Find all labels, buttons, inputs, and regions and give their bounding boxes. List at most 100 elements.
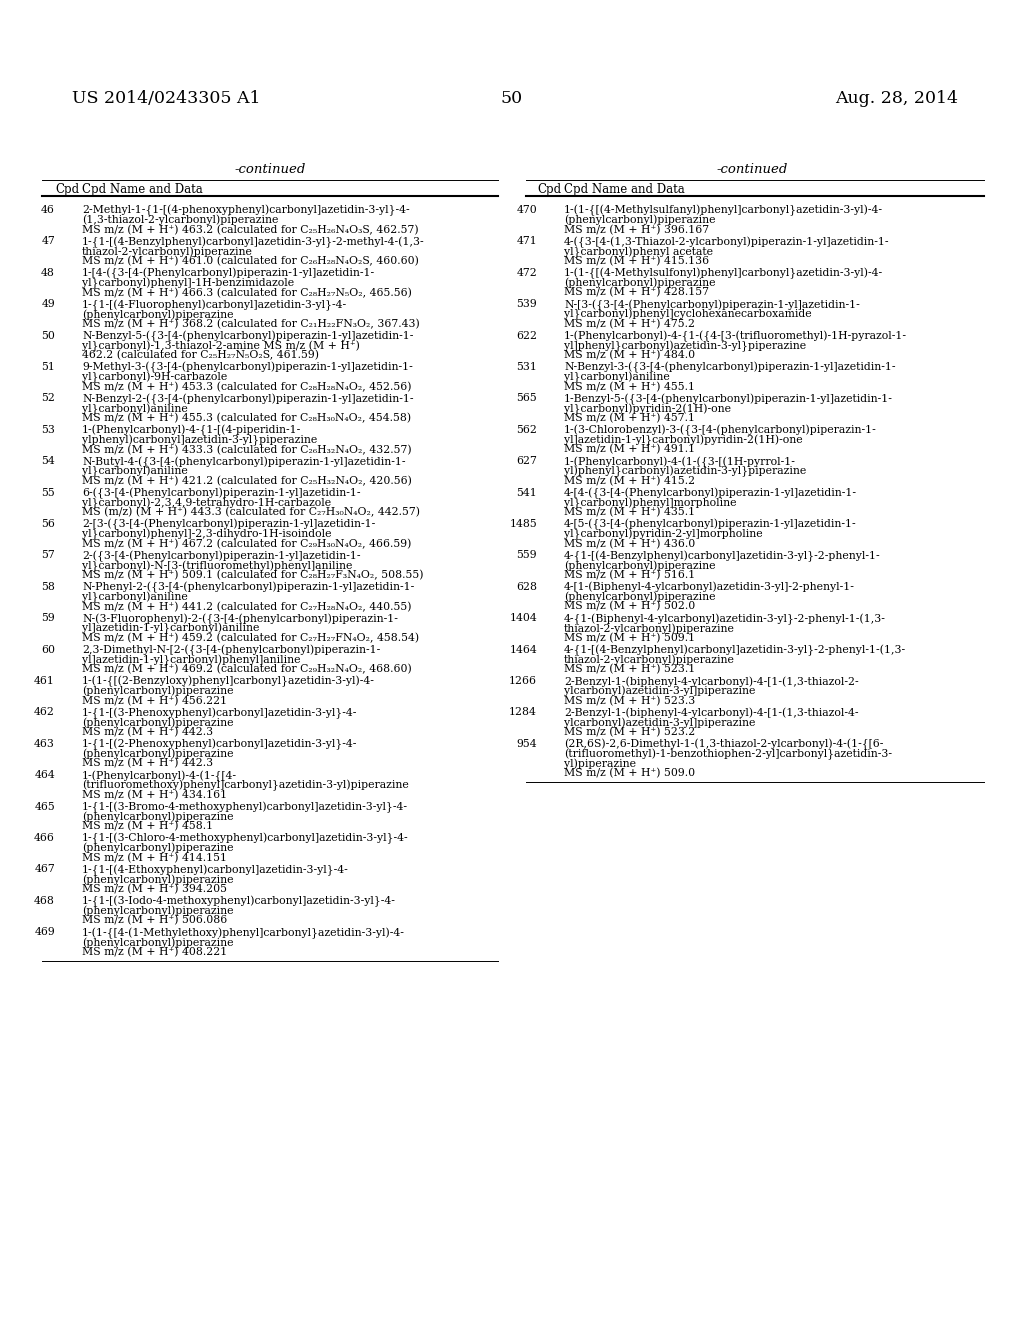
Text: (phenylcarbonyl)piperazine: (phenylcarbonyl)piperazine <box>564 215 716 226</box>
Text: 468: 468 <box>34 896 55 906</box>
Text: N-(3-Fluorophenyl)-2-({3-[4-(phenylcarbonyl)piperazin-1-: N-(3-Fluorophenyl)-2-({3-[4-(phenylcarbo… <box>82 614 398 624</box>
Text: 57: 57 <box>41 550 55 561</box>
Text: 4-[1-(Biphenyl-4-ylcarbonyl)azetidin-3-yl]-2-phenyl-1-: 4-[1-(Biphenyl-4-ylcarbonyl)azetidin-3-y… <box>564 582 855 593</box>
Text: 465: 465 <box>34 801 55 812</box>
Text: MS m/z (M + H⁺) 469.2 (calculated for C₂₉H₃₂N₄O₂, 468.60): MS m/z (M + H⁺) 469.2 (calculated for C₂… <box>82 664 412 675</box>
Text: 1-(Phenylcarbonyl)-4-(1-({3-[(1H-pyrrol-1-: 1-(Phenylcarbonyl)-4-(1-({3-[(1H-pyrrol-… <box>564 457 796 467</box>
Text: 622: 622 <box>516 330 537 341</box>
Text: MS m/z (M + H⁺) 436.0: MS m/z (M + H⁺) 436.0 <box>564 539 695 549</box>
Text: 627: 627 <box>516 457 537 466</box>
Text: MS m/z (M + H⁺) 509.1: MS m/z (M + H⁺) 509.1 <box>564 632 695 643</box>
Text: N-Benzyl-5-({3-[4-(phenylcarbonyl)piperazin-1-yl]azetidin-1-: N-Benzyl-5-({3-[4-(phenylcarbonyl)pipera… <box>82 330 414 342</box>
Text: MS m/z (M + H⁺) 467.2 (calculated for C₂₉H₃₀N₄O₂, 466.59): MS m/z (M + H⁺) 467.2 (calculated for C₂… <box>82 539 412 549</box>
Text: 4-[5-({3-[4-(phenylcarbonyl)piperazin-1-yl]azetidin-1-: 4-[5-({3-[4-(phenylcarbonyl)piperazin-1-… <box>564 519 857 531</box>
Text: (1,3-thiazol-2-ylcarbonyl)piperazine: (1,3-thiazol-2-ylcarbonyl)piperazine <box>82 215 279 226</box>
Text: yl}carbonyl)aniline: yl}carbonyl)aniline <box>564 372 670 383</box>
Text: 56: 56 <box>41 519 55 529</box>
Text: 2-Benzyl-1-(biphenyl-4-ylcarbonyl)-4-[1-(1,3-thiazol-4-: 2-Benzyl-1-(biphenyl-4-ylcarbonyl)-4-[1-… <box>564 708 858 718</box>
Text: 467: 467 <box>34 865 55 874</box>
Text: 1-(1-{[(4-Methylsulfonyl)phenyl]carbonyl}azetidin-3-yl)-4-: 1-(1-{[(4-Methylsulfonyl)phenyl]carbonyl… <box>564 268 883 279</box>
Text: 471: 471 <box>516 236 537 247</box>
Text: (phenylcarbonyl)piperazine: (phenylcarbonyl)piperazine <box>82 874 233 884</box>
Text: yl)phenyl}carbonyl)azetidin-3-yl}piperazine: yl)phenyl}carbonyl)azetidin-3-yl}piperaz… <box>564 466 806 478</box>
Text: 464: 464 <box>34 770 55 780</box>
Text: MS m/z (M + H⁺) 408.221: MS m/z (M + H⁺) 408.221 <box>82 946 227 957</box>
Text: N-Phenyl-2-({3-[4-(phenylcarbonyl)piperazin-1-yl]azetidin-1-: N-Phenyl-2-({3-[4-(phenylcarbonyl)pipera… <box>82 582 415 593</box>
Text: Cpd: Cpd <box>537 183 561 195</box>
Text: Cpd: Cpd <box>55 183 79 195</box>
Text: 2,3-Dimethyl-N-[2-({3-[4-(phenylcarbonyl)piperazin-1-: 2,3-Dimethyl-N-[2-({3-[4-(phenylcarbonyl… <box>82 644 380 656</box>
Text: 2-({3-[4-(Phenylcarbonyl)piperazin-1-yl]azetidin-1-: 2-({3-[4-(Phenylcarbonyl)piperazin-1-yl]… <box>82 550 360 562</box>
Text: 2-Benzyl-1-(biphenyl-4-ylcarbonyl)-4-[1-(1,3-thiazol-2-: 2-Benzyl-1-(biphenyl-4-ylcarbonyl)-4-[1-… <box>564 676 859 686</box>
Text: 541: 541 <box>516 487 537 498</box>
Text: yl}carbonyl)-9H-carbazole: yl}carbonyl)-9H-carbazole <box>82 372 227 383</box>
Text: 1-(3-Chlorobenzyl)-3-({3-[4-(phenylcarbonyl)piperazin-1-: 1-(3-Chlorobenzyl)-3-({3-[4-(phenylcarbo… <box>564 425 877 436</box>
Text: MS (m/z) (M + H⁺) 443.3 (calculated for C₂₇H₃₀N₄O₂, 442.57): MS (m/z) (M + H⁺) 443.3 (calculated for … <box>82 507 420 517</box>
Text: (2R,6S)-2,6-Dimethyl-1-(1,3-thiazol-2-ylcarbonyl)-4-(1-{[6-: (2R,6S)-2,6-Dimethyl-1-(1,3-thiazol-2-yl… <box>564 739 884 750</box>
Text: 628: 628 <box>516 582 537 591</box>
Text: 539: 539 <box>516 300 537 309</box>
Text: MS m/z (M + H⁺) 457.1: MS m/z (M + H⁺) 457.1 <box>564 413 695 424</box>
Text: MS m/z (M + H⁺) 455.1: MS m/z (M + H⁺) 455.1 <box>564 381 695 392</box>
Text: 1485: 1485 <box>509 519 537 529</box>
Text: 1266: 1266 <box>509 676 537 686</box>
Text: (phenylcarbonyl)piperazine: (phenylcarbonyl)piperazine <box>82 842 233 853</box>
Text: (phenylcarbonyl)piperazine: (phenylcarbonyl)piperazine <box>82 717 233 727</box>
Text: 4-{1-(Biphenyl-4-ylcarbonyl)azetidin-3-yl}-2-phenyl-1-(1,3-: 4-{1-(Biphenyl-4-ylcarbonyl)azetidin-3-y… <box>564 614 886 624</box>
Text: 1-{1-[(2-Phenoxyphenyl)carbonyl]azetidin-3-yl}-4-: 1-{1-[(2-Phenoxyphenyl)carbonyl]azetidin… <box>82 739 357 750</box>
Text: MS m/z (M + H⁺) 516.1: MS m/z (M + H⁺) 516.1 <box>564 570 695 581</box>
Text: yl}carbonyl)pyridin-2(1H)-one: yl}carbonyl)pyridin-2(1H)-one <box>564 403 731 414</box>
Text: MS m/z (M + H⁺) 453.3 (calculated for C₂₈H₂₈N₄O₂, 452.56): MS m/z (M + H⁺) 453.3 (calculated for C₂… <box>82 381 412 392</box>
Text: MS m/z (M + H⁺) 506.086: MS m/z (M + H⁺) 506.086 <box>82 915 227 925</box>
Text: 1284: 1284 <box>509 708 537 717</box>
Text: MS m/z (M + H⁺) 421.2 (calculated for C₂₅H₃₂N₄O₂, 420.56): MS m/z (M + H⁺) 421.2 (calculated for C₂… <box>82 475 412 486</box>
Text: yl}carbonyl)-2,3,4,9-tetrahydro-1H-carbazole: yl}carbonyl)-2,3,4,9-tetrahydro-1H-carba… <box>82 498 331 508</box>
Text: (phenylcarbonyl)piperazine: (phenylcarbonyl)piperazine <box>82 937 233 948</box>
Text: 48: 48 <box>41 268 55 277</box>
Text: N-[3-({3-[4-(Phenylcarbonyl)piperazin-1-yl]azetidin-1-: N-[3-({3-[4-(Phenylcarbonyl)piperazin-1-… <box>564 300 860 310</box>
Text: MS m/z (M + H⁺) 502.0: MS m/z (M + H⁺) 502.0 <box>564 602 695 611</box>
Text: 46: 46 <box>41 205 55 215</box>
Text: 1-{1-[(3-Phenoxyphenyl)carbonyl]azetidin-3-yl}-4-: 1-{1-[(3-Phenoxyphenyl)carbonyl]azetidin… <box>82 708 357 719</box>
Text: 1-{1-[(3-Iodo-4-methoxyphenyl)carbonyl]azetidin-3-yl}-4-: 1-{1-[(3-Iodo-4-methoxyphenyl)carbonyl]a… <box>82 896 396 907</box>
Text: MS m/z (M + H⁺) 523.1: MS m/z (M + H⁺) 523.1 <box>564 664 695 675</box>
Text: 52: 52 <box>41 393 55 404</box>
Text: 4-({3-[4-(1,3-Thiazol-2-ylcarbonyl)piperazin-1-yl]azetidin-1-: 4-({3-[4-(1,3-Thiazol-2-ylcarbonyl)piper… <box>564 236 890 248</box>
Text: 1-{1-[(4-Ethoxyphenyl)carbonyl]azetidin-3-yl}-4-: 1-{1-[(4-Ethoxyphenyl)carbonyl]azetidin-… <box>82 865 349 875</box>
Text: 50: 50 <box>501 90 523 107</box>
Text: 1-(Phenylcarbonyl)-4-{1-({4-[3-(trifluoromethyl)-1H-pyrazol-1-: 1-(Phenylcarbonyl)-4-{1-({4-[3-(trifluor… <box>564 330 907 342</box>
Text: 1-(1-{[(2-Benzyloxy)phenyl]carbonyl}azetidin-3-yl)-4-: 1-(1-{[(2-Benzyloxy)phenyl]carbonyl}azet… <box>82 676 375 688</box>
Text: MS m/z (M + H⁺) 396.167: MS m/z (M + H⁺) 396.167 <box>564 224 710 235</box>
Text: 4-{1-[(4-Benzylphenyl)carbonyl]azetidin-3-yl}-2-phenyl-1-(1,3-: 4-{1-[(4-Benzylphenyl)carbonyl]azetidin-… <box>564 644 906 656</box>
Text: MS m/z (M + H⁺) 455.3 (calculated for C₂₈H₃₀N₄O₂, 454.58): MS m/z (M + H⁺) 455.3 (calculated for C₂… <box>82 413 411 424</box>
Text: 466: 466 <box>34 833 55 843</box>
Text: 2-Methyl-1-{1-[(4-phenoxyphenyl)carbonyl]azetidin-3-yl}-4-: 2-Methyl-1-{1-[(4-phenoxyphenyl)carbonyl… <box>82 205 410 216</box>
Text: MS m/z (M + H⁺) 458.1: MS m/z (M + H⁺) 458.1 <box>82 821 213 832</box>
Text: yl}carbonyl)aniline: yl}carbonyl)aniline <box>82 403 187 414</box>
Text: MS m/z (M + H⁺) 414.151: MS m/z (M + H⁺) 414.151 <box>82 853 227 863</box>
Text: (phenylcarbonyl)piperazine: (phenylcarbonyl)piperazine <box>82 748 233 759</box>
Text: 51: 51 <box>41 362 55 372</box>
Text: 470: 470 <box>516 205 537 215</box>
Text: Cpd Name and Data: Cpd Name and Data <box>564 183 685 195</box>
Text: MS m/z (M + H⁺) 459.2 (calculated for C₂₇H₂₇FN₄O₂, 458.54): MS m/z (M + H⁺) 459.2 (calculated for C₂… <box>82 632 419 643</box>
Text: 47: 47 <box>41 236 55 247</box>
Text: MS m/z (M + H⁺) 523.2: MS m/z (M + H⁺) 523.2 <box>564 727 695 738</box>
Text: 559: 559 <box>516 550 537 561</box>
Text: 565: 565 <box>516 393 537 404</box>
Text: yl}carbonyl)phenyl acetate: yl}carbonyl)phenyl acetate <box>564 247 713 257</box>
Text: 562: 562 <box>516 425 537 434</box>
Text: 55: 55 <box>41 487 55 498</box>
Text: 954: 954 <box>516 739 537 748</box>
Text: N-Benzyl-3-({3-[4-(phenylcarbonyl)piperazin-1-yl]azetidin-1-: N-Benzyl-3-({3-[4-(phenylcarbonyl)pipera… <box>564 362 896 374</box>
Text: yl}carbonyl)phenyl]-1H-benzimidazole: yl}carbonyl)phenyl]-1H-benzimidazole <box>82 277 294 289</box>
Text: -continued: -continued <box>717 162 787 176</box>
Text: 462.2 (calculated for C₂₅H₂₇N₅O₂S, 461.59): 462.2 (calculated for C₂₅H₂₇N₅O₂S, 461.5… <box>82 350 319 360</box>
Text: 1-{1-[(3-Bromo-4-methoxyphenyl)carbonyl]azetidin-3-yl}-4-: 1-{1-[(3-Bromo-4-methoxyphenyl)carbonyl]… <box>82 801 408 813</box>
Text: (phenylcarbonyl)piperazine: (phenylcarbonyl)piperazine <box>564 560 716 570</box>
Text: 1-{1-[(3-Chloro-4-methoxyphenyl)carbonyl]azetidin-3-yl}-4-: 1-{1-[(3-Chloro-4-methoxyphenyl)carbonyl… <box>82 833 409 845</box>
Text: 1-Benzyl-5-({3-[4-(phenylcarbonyl)piperazin-1-yl]azetidin-1-: 1-Benzyl-5-({3-[4-(phenylcarbonyl)pipera… <box>564 393 893 405</box>
Text: 9-Methyl-3-({3-[4-(phenylcarbonyl)piperazin-1-yl]azetidin-1-: 9-Methyl-3-({3-[4-(phenylcarbonyl)pipera… <box>82 362 413 374</box>
Text: 1-{1-[(4-Benzylphenyl)carbonyl]azetidin-3-yl}-2-methyl-4-(1,3-: 1-{1-[(4-Benzylphenyl)carbonyl]azetidin-… <box>82 236 425 248</box>
Text: ylcarbonyl)azetidin-3-yl]piperazine: ylcarbonyl)azetidin-3-yl]piperazine <box>564 717 756 727</box>
